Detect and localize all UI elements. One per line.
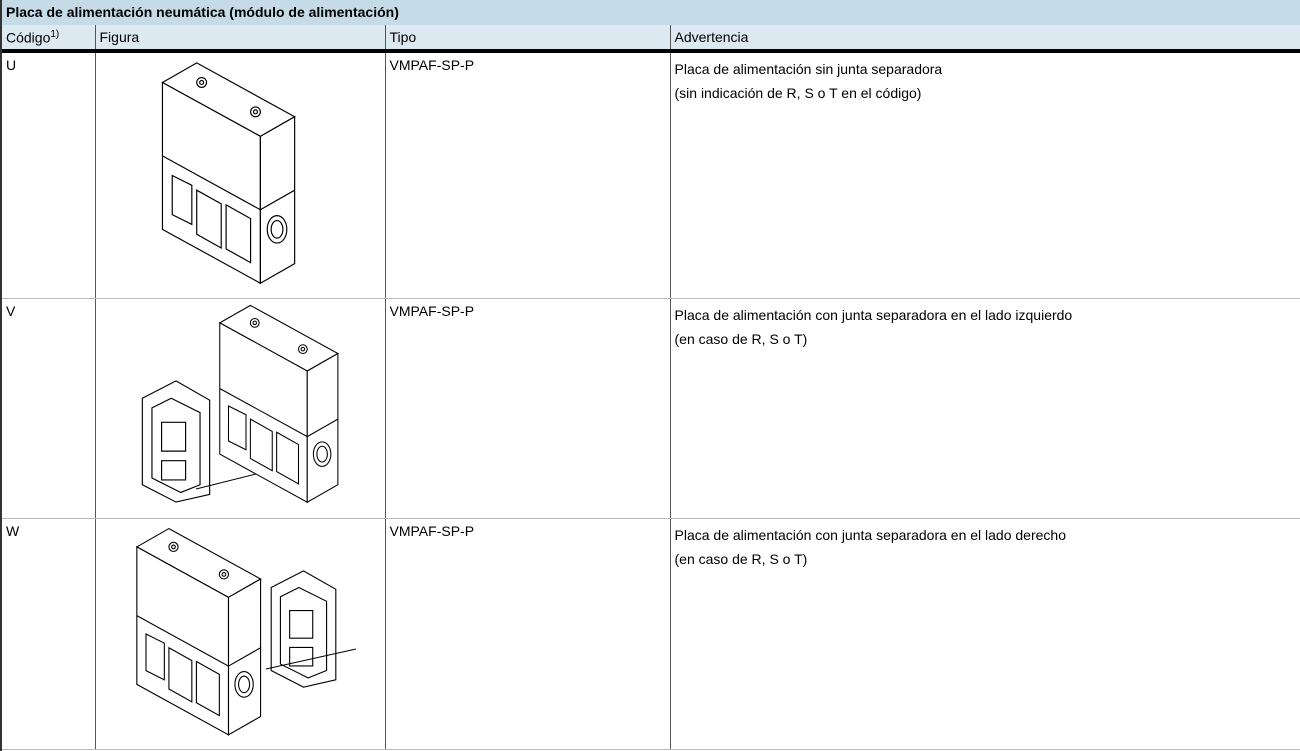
type-cell: VMPAF-SP-P	[384, 518, 670, 750]
header-cell: Figura	[94, 25, 385, 53]
code-cell: V	[2, 298, 95, 519]
table-title: Placa de alimentación neumática (módulo …	[2, 0, 1300, 25]
note-line: (en caso de R, S o T)	[674, 331, 808, 347]
note-line: (en caso de R, S o T)	[674, 551, 808, 567]
header-cell: Advertencia	[669, 25, 1300, 53]
header-row: Código1) Figura Tipo Advertencia	[2, 25, 1300, 53]
code-cell: W	[2, 518, 95, 750]
row: U VMPAF-SP-P Placa de alimentación sin j…	[2, 51, 1300, 299]
figure	[161, 62, 295, 284]
table: Código1) Figura Tipo Advertencia U VMPAF…	[2, 25, 1300, 750]
note-line: Placa de alimentación con junta separado…	[674, 527, 1067, 543]
row: W VMPAF-SP-P Placa de alimentación con j…	[2, 518, 1300, 750]
type-cell: VMPAF-SP-P	[384, 298, 670, 519]
note-cell: Placa de alimentación con junta separado…	[669, 298, 1300, 519]
header-cell: Tipo	[384, 25, 670, 53]
figure	[135, 528, 356, 736]
note-cell: Placa de alimentación con junta separado…	[669, 518, 1300, 750]
figure	[141, 304, 338, 503]
row: V VMPAF-SP-P Placa de alimentación con j…	[2, 298, 1300, 519]
header-text: Código	[6, 29, 51, 46]
figure-cell	[94, 518, 385, 750]
code-cell: U	[2, 51, 95, 299]
figure-cell	[94, 298, 385, 519]
note-cell: Placa de alimentación sin junta separado…	[669, 51, 1300, 299]
note-line: (sin indicación de R, S o T en el código…	[674, 85, 922, 101]
header-cell: Código1)	[2, 25, 95, 53]
note-line: Placa de alimentación con junta separado…	[674, 307, 1073, 323]
type-cell: VMPAF-SP-P	[384, 51, 670, 299]
figure-cell	[94, 51, 385, 299]
note-line: Placa de alimentación sin junta separado…	[674, 61, 943, 77]
footnote-mark: 1)	[50, 28, 60, 40]
